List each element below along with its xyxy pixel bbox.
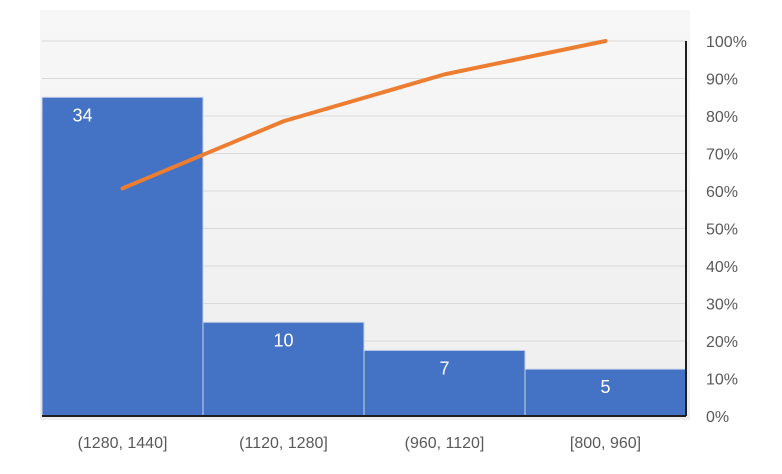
category-tick-label: (1280, 1440] — [78, 435, 168, 452]
secondary-axis-tick-label: 100% — [706, 34, 747, 51]
secondary-axis-tick-label: 80% — [706, 109, 738, 126]
bar-data-label: 5 — [600, 377, 610, 397]
secondary-axis-tick-label: 90% — [706, 72, 738, 89]
secondary-axis-tick-label: 10% — [706, 372, 738, 389]
secondary-axis-tick-label: 30% — [706, 297, 738, 314]
cumulative-percent-line — [120, 39, 608, 191]
secondary-axis-tick-label: 70% — [706, 147, 738, 164]
bar — [41, 96, 204, 417]
bar-data-label: 7 — [439, 358, 449, 378]
secondary-axis-ticks: 0% 10% 20% 30% 40% 50% 60% 70% 80% 90% 100% — [706, 34, 747, 426]
bar-data-label: 10 — [273, 330, 293, 350]
secondary-axis-tick-label: 40% — [706, 259, 738, 276]
secondary-axis-tick-label: 50% — [706, 222, 738, 239]
bar-data-label: 34 — [72, 105, 92, 125]
cumulative-line — [120, 39, 608, 191]
bar — [363, 349, 526, 417]
bar-labels: 34 10 7 5 — [72, 105, 610, 397]
bars — [41, 96, 687, 417]
secondary-axis-tick-label: 0% — [706, 409, 729, 426]
axes — [42, 41, 687, 417]
category-tick-label: (1120, 1280] — [239, 435, 328, 452]
category-axis-ticks: (1280, 1440] (1120, 1280] (960, 1120] [800,… — [78, 435, 642, 452]
category-tick-label: (960, 1120] — [405, 435, 485, 452]
secondary-axis-tick-label: 60% — [706, 184, 738, 201]
secondary-axis-tick-label: 20% — [706, 334, 738, 351]
category-tick-label: [800, 960] — [570, 435, 641, 452]
